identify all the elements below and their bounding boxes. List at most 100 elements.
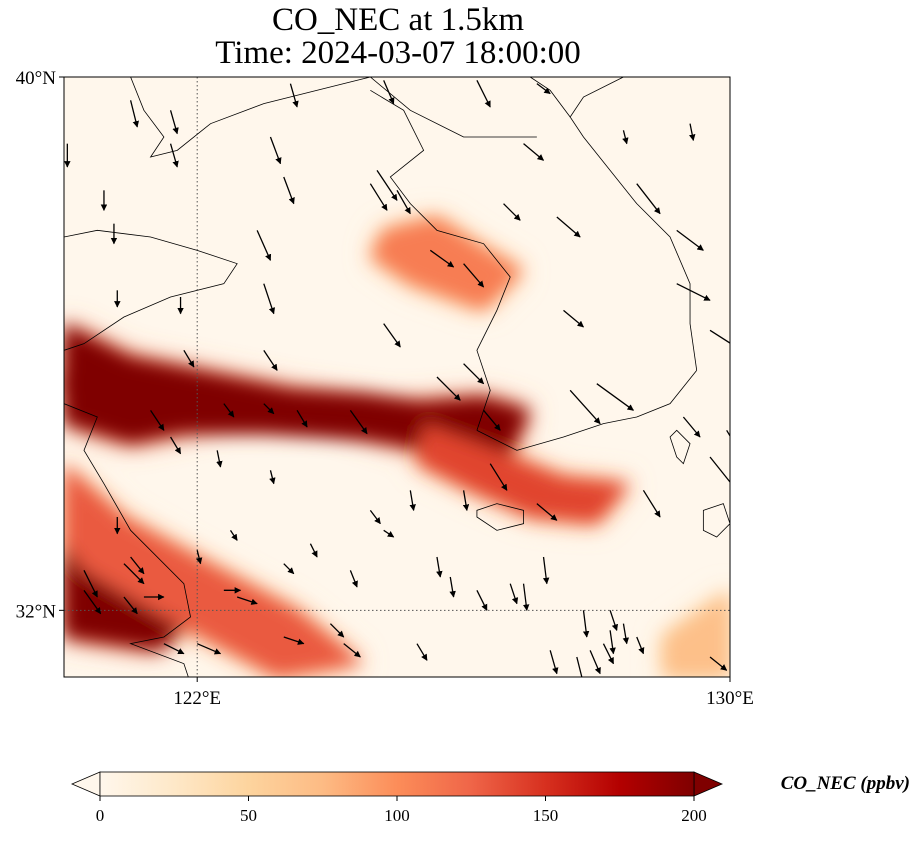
plume-sw-plume (64, 510, 191, 651)
wind-vector-12 (256, 230, 272, 261)
colorbar-label: CO_NEC (ppbv) (781, 773, 910, 794)
wind-vector-53 (462, 490, 470, 511)
wind-vector-67 (343, 643, 361, 658)
wind-vector-32 (676, 229, 704, 251)
wind-vector-25 (503, 203, 521, 221)
wind-vector-58 (195, 550, 203, 565)
wind-vector-35 (569, 389, 601, 425)
wind-vector-4 (129, 100, 139, 128)
x-tick-label: 122°E (173, 688, 221, 709)
chart-title-block: CO_NEC at 1.5km Time: 2024-03-07 18:00:0… (0, 4, 796, 70)
wind-vector-78 (450, 676, 451, 677)
wind-vectors (64, 80, 730, 711)
plume-sw-band (64, 463, 364, 677)
wind-vector-87 (709, 656, 728, 671)
wind-vector-33 (676, 283, 711, 301)
wind-vector-16 (376, 169, 398, 201)
wind-vector-48 (269, 470, 276, 485)
wind-vector-11 (289, 83, 299, 108)
colorbar-tick-label: 0 (96, 806, 105, 825)
wind-vector-86 (663, 684, 676, 701)
wind-vector-19 (369, 183, 388, 211)
coastline-jeju (476, 503, 524, 531)
wind-vector-54 (409, 490, 416, 511)
concentration-field (64, 217, 730, 677)
wind-vector-8 (183, 349, 195, 368)
wind-vector-26 (536, 83, 551, 95)
wind-vector-15 (383, 80, 395, 105)
wind-vector-14 (263, 349, 278, 371)
wind-vector-79 (589, 650, 601, 675)
wind-vector-49 (436, 376, 461, 401)
wind-vector-80 (549, 650, 559, 675)
wind-vector-6 (169, 143, 179, 168)
wind-vector-13 (263, 283, 276, 315)
chart-title: CO_NEC at 1.5km (271, 2, 525, 38)
wind-vector-72 (83, 589, 102, 615)
plume-korea-coast-plume (416, 423, 631, 524)
wind-vector-30 (689, 123, 696, 141)
wind-vector-42 (263, 403, 275, 415)
colorbar-tick-label: 200 (681, 806, 707, 825)
wind-vector-9 (269, 136, 282, 165)
wind-vector-74 (83, 570, 98, 598)
y-tick-label: 40°N (16, 68, 57, 89)
wind-vector-64 (329, 623, 345, 638)
wind-vector-27 (556, 216, 581, 238)
wind-vector-28 (563, 309, 584, 328)
wind-vector-75 (123, 563, 145, 585)
wind-vector-5 (169, 110, 179, 135)
wind-vector-81 (576, 656, 583, 677)
coastline-yalu_border (370, 77, 537, 138)
wind-vector-23 (463, 363, 485, 385)
wind-vector-24 (523, 143, 545, 161)
coastline-kyushu (702, 503, 730, 538)
wind-vector-45 (150, 409, 165, 431)
wind-vector-21 (429, 249, 455, 268)
x-tick-label: 130°E (706, 688, 754, 709)
wind-vector-37 (682, 416, 701, 438)
wind-vector-36 (596, 383, 634, 411)
colorbar-tick-label: 150 (533, 806, 559, 825)
wind-vector-39 (642, 489, 661, 518)
wind-vector-52 (536, 503, 558, 521)
y-tick-label: 32°N (16, 601, 57, 622)
colorbar-extend-high (693, 771, 724, 797)
wind-vector-55 (369, 509, 381, 525)
coastline-tsushima (669, 429, 691, 465)
chart-subtitle: Time: 2024-03-07 18:00:00 (215, 35, 581, 71)
wind-vector-70 (196, 643, 222, 655)
wind-vector-82 (622, 623, 630, 645)
wind-vector-94 (449, 576, 456, 598)
wind-vector-77 (97, 684, 114, 711)
wind-vector-46 (170, 436, 182, 455)
wind-vector-85 (636, 636, 645, 655)
wind-vector-95 (349, 570, 358, 588)
wind-vector-47 (216, 450, 223, 468)
wind-vector-51 (489, 463, 508, 491)
wind-vector-22 (463, 263, 485, 288)
colorbar-gradient (99, 771, 695, 797)
wind-vector-92 (609, 610, 619, 631)
colorbar: 0 50 100 150 200 CO_NEC (ppbv) (70, 771, 910, 825)
wind-vector-56 (383, 529, 395, 538)
wind-vector-65 (283, 636, 305, 645)
plume-main-plume-core (64, 360, 480, 454)
wind-vector-31 (636, 183, 661, 215)
map-area (64, 77, 730, 711)
wind-vector-50 (483, 409, 501, 431)
wind-vector-71 (163, 643, 185, 655)
coastline-korea_east (569, 77, 698, 371)
coastline-liaodong (130, 77, 371, 158)
wind-vector-73 (123, 596, 138, 615)
colorbar-tick-label: 50 (240, 806, 257, 825)
wind-vector-20 (476, 80, 491, 108)
wind-vector-89 (509, 583, 519, 605)
wind-vector-10 (283, 176, 295, 205)
coastline-jiangsu (64, 403, 191, 677)
wind-vector-68 (416, 643, 428, 661)
wind-vector-62 (283, 563, 295, 575)
wind-vector-66 (236, 596, 258, 605)
